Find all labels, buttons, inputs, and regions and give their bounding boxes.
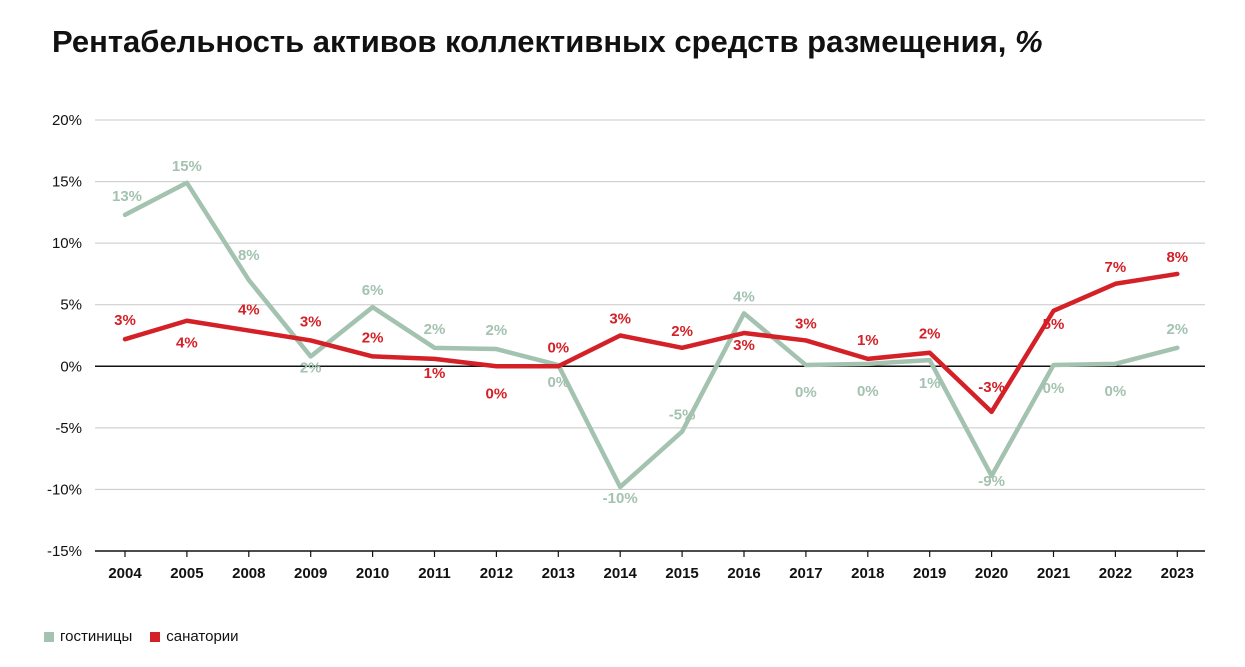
series-lines xyxy=(122,180,1180,490)
data-label-sanatoriums: -3% xyxy=(978,379,1005,396)
y-tick-label: 20% xyxy=(52,112,82,129)
data-label-hotels: 0% xyxy=(857,383,879,400)
data-label-sanatoriums: 7% xyxy=(1105,259,1127,276)
data-label-sanatoriums: 4% xyxy=(238,302,260,319)
data-label-sanatoriums: 1% xyxy=(857,332,879,349)
grid-lines xyxy=(95,119,1205,552)
data-label-sanatoriums: 2% xyxy=(362,329,384,346)
legend-label-sanatoriums: санатории xyxy=(166,628,239,645)
data-label-hotels: 1% xyxy=(919,375,941,392)
data-label-sanatoriums: 0% xyxy=(547,339,569,356)
legend-item-hotels: гостиницы xyxy=(44,628,132,645)
data-label-hotels: 0% xyxy=(1105,383,1127,400)
x-axis: 2004 2005 2008 2009 2010 2011 2012 2013 2014 2015… xyxy=(108,551,1194,582)
x-tick-label: 2015 xyxy=(665,565,698,582)
data-label-hotels: 6% xyxy=(362,282,384,299)
x-tick-label: 2017 xyxy=(789,565,822,582)
data-label-hotels: 13% xyxy=(112,188,142,205)
data-label-hotels: 0% xyxy=(795,384,817,401)
data-label-hotels: -5% xyxy=(669,407,696,424)
series-line-sanatoriums xyxy=(122,271,1180,415)
data-label-hotels: 4% xyxy=(733,288,755,305)
legend: гостиницы санатории xyxy=(44,628,239,645)
data-label-hotels: -10% xyxy=(603,490,638,507)
x-tick-label: 2016 xyxy=(727,565,760,582)
y-axis-ticks: 20% 15% 10% 5% 0% -5% -10% -15% xyxy=(47,112,82,560)
x-tick-label: 2018 xyxy=(851,565,884,582)
x-tick-label: 2022 xyxy=(1099,565,1132,582)
line-chart: 20%15%10%5%0%-5%-10%-15% 2004 2005 2008 200… xyxy=(47,112,1205,582)
data-label-sanatoriums: 8% xyxy=(1166,249,1188,266)
legend-item-sanatoriums: санатории xyxy=(150,628,239,645)
data-label-hotels: 0% xyxy=(1043,380,1065,397)
data-label-sanatoriums: 3% xyxy=(795,315,817,332)
x-tick-label: 2012 xyxy=(480,565,513,582)
data-label-hotels: -9% xyxy=(978,473,1005,490)
data-label-sanatoriums: 4% xyxy=(176,335,198,352)
data-label-hotels: 2% xyxy=(300,359,322,376)
x-tick-label: 2023 xyxy=(1161,565,1194,582)
chart-title-unit: % xyxy=(1015,24,1043,59)
data-label-sanatoriums: 3% xyxy=(300,313,322,330)
data-label-sanatoriums: 3% xyxy=(114,312,136,329)
data-labels: 13% 15% 8% 2% 6% 2% 2% 0% -10% -5% 4% 0% 0% 1% -9% 0% 0%… xyxy=(112,158,1188,507)
x-tick-label: 2011 xyxy=(418,565,451,582)
data-label-hotels: 2% xyxy=(1166,321,1188,338)
y-tick-label: -5% xyxy=(55,420,82,437)
x-tick-label: 2013 xyxy=(542,565,575,582)
chart-title: Рентабельность активов коллективных сред… xyxy=(52,24,1043,60)
legend-swatch-hotels xyxy=(44,631,54,642)
data-label-hotels: 2% xyxy=(486,322,508,339)
series-line-hotels xyxy=(122,180,1180,490)
data-label-sanatoriums: 2% xyxy=(671,323,693,340)
data-label-sanatoriums: 3% xyxy=(609,311,631,328)
data-label-sanatoriums: 3% xyxy=(733,337,755,354)
x-tick-label: 2010 xyxy=(356,565,389,582)
x-tick-label: 2021 xyxy=(1037,565,1070,582)
data-label-sanatoriums: 5% xyxy=(1043,316,1065,333)
y-tick-label: 10% xyxy=(52,235,82,252)
x-tick-label: 2020 xyxy=(975,565,1008,582)
data-label-hotels: 0% xyxy=(547,374,569,391)
data-label-hotels: 15% xyxy=(172,158,202,175)
x-tick-label: 2008 xyxy=(232,565,265,582)
data-label-hotels: 8% xyxy=(238,247,260,264)
legend-label-hotels: гостиницы xyxy=(60,628,133,645)
y-tick-label: 5% xyxy=(60,297,82,314)
data-label-sanatoriums: 2% xyxy=(919,326,941,343)
x-tick-label: 2014 xyxy=(604,565,638,582)
x-tick-label: 2009 xyxy=(294,565,327,582)
legend-swatch-sanatoriums xyxy=(150,631,161,642)
y-tick-label: 15% xyxy=(52,174,82,191)
x-tick-label: 2019 xyxy=(913,565,946,582)
y-tick-label: -10% xyxy=(47,481,82,498)
x-tick-label: 2005 xyxy=(170,565,203,582)
data-label-hotels: 2% xyxy=(424,321,446,338)
y-tick-label: -15% xyxy=(47,543,82,560)
data-label-sanatoriums: 0% xyxy=(486,385,508,402)
x-tick-label: 2004 xyxy=(108,565,142,582)
data-label-sanatoriums: 1% xyxy=(424,365,446,382)
y-tick-label: 0% xyxy=(60,358,82,375)
chart-title-text: Рентабельность активов коллективных сред… xyxy=(52,24,1007,59)
